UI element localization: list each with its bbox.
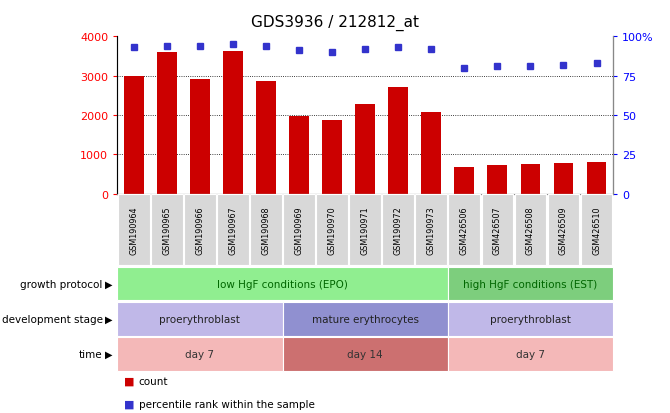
Bar xyxy=(521,164,540,194)
Text: GSM190964: GSM190964 xyxy=(129,206,138,254)
Text: GSM190969: GSM190969 xyxy=(295,206,304,254)
Text: ▶: ▶ xyxy=(105,314,113,324)
Bar xyxy=(488,166,507,194)
Text: GSM190971: GSM190971 xyxy=(360,206,370,254)
Text: day 14: day 14 xyxy=(347,349,383,359)
Text: ■: ■ xyxy=(124,399,135,408)
Text: GSM190967: GSM190967 xyxy=(228,206,237,254)
Text: low HgF conditions (EPO): low HgF conditions (EPO) xyxy=(217,279,348,289)
Bar xyxy=(454,167,474,194)
Text: mature erythrocytes: mature erythrocytes xyxy=(312,314,419,324)
Text: time: time xyxy=(79,349,103,359)
Text: GSM190965: GSM190965 xyxy=(162,206,172,254)
Bar xyxy=(157,53,177,194)
Text: GSM426508: GSM426508 xyxy=(526,206,535,254)
Text: GSM426509: GSM426509 xyxy=(559,206,568,254)
Text: GSM190973: GSM190973 xyxy=(427,206,436,254)
Text: percentile rank within the sample: percentile rank within the sample xyxy=(139,399,315,408)
Text: high HgF conditions (EST): high HgF conditions (EST) xyxy=(463,279,598,289)
Text: ▶: ▶ xyxy=(105,349,113,359)
Bar xyxy=(289,116,309,194)
Bar xyxy=(389,88,408,194)
Text: ▶: ▶ xyxy=(105,279,113,289)
Bar xyxy=(223,52,243,194)
Text: GDS3936 / 212812_at: GDS3936 / 212812_at xyxy=(251,14,419,31)
Bar xyxy=(322,121,342,194)
Bar xyxy=(553,164,574,194)
Text: GSM190968: GSM190968 xyxy=(261,206,271,254)
Text: day 7: day 7 xyxy=(186,349,214,359)
Text: development stage: development stage xyxy=(1,314,103,324)
Bar xyxy=(190,80,210,194)
Bar xyxy=(421,112,441,194)
Text: day 7: day 7 xyxy=(516,349,545,359)
Text: count: count xyxy=(139,376,168,386)
Text: ■: ■ xyxy=(124,376,135,386)
Text: GSM426507: GSM426507 xyxy=(493,206,502,254)
Text: proerythroblast: proerythroblast xyxy=(490,314,571,324)
Text: proerythroblast: proerythroblast xyxy=(159,314,241,324)
Bar xyxy=(355,104,375,194)
Bar xyxy=(256,82,276,194)
Bar xyxy=(587,163,606,194)
Text: GSM190966: GSM190966 xyxy=(196,206,204,254)
Text: GSM190972: GSM190972 xyxy=(394,206,403,254)
Text: GSM426510: GSM426510 xyxy=(592,206,601,254)
Bar xyxy=(124,76,143,194)
Text: GSM190970: GSM190970 xyxy=(328,206,336,254)
Text: growth protocol: growth protocol xyxy=(20,279,103,289)
Text: GSM426506: GSM426506 xyxy=(460,206,469,254)
